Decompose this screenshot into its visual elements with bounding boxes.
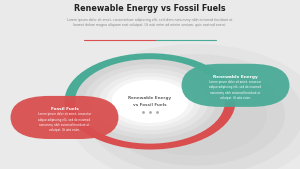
Circle shape — [69, 44, 300, 169]
Text: Lorem ipsum dolor sit amet, consecur
adipur adipiscing elit, sed do eiusmod
nonu: Lorem ipsum dolor sit amet, consecur adi… — [209, 80, 262, 100]
Wedge shape — [64, 53, 236, 101]
Text: Fossil Fuels: Fossil Fuels — [51, 107, 78, 111]
Circle shape — [92, 68, 208, 134]
Text: Renewable Energy: Renewable Energy — [213, 75, 258, 79]
Circle shape — [99, 73, 201, 130]
Wedge shape — [64, 101, 236, 150]
Text: Renewable Energy: Renewable Energy — [128, 96, 172, 100]
Text: Renewable Energy vs Fossil Fuels: Renewable Energy vs Fossil Fuels — [74, 4, 226, 13]
Circle shape — [87, 54, 300, 169]
Text: Lorem ipsum dolor sit amet, consectur
adipur adipiscing elit, sed do eiusmod
non: Lorem ipsum dolor sit amet, consectur ad… — [38, 112, 91, 132]
Circle shape — [84, 64, 216, 139]
Text: Lorem ipsum dolor sit amet, consectetuer adipiscing elit, sed diam nonummy nibh : Lorem ipsum dolor sit amet, consectetuer… — [67, 18, 233, 27]
Circle shape — [123, 74, 267, 155]
Circle shape — [105, 64, 285, 166]
Circle shape — [112, 80, 188, 123]
Circle shape — [106, 76, 194, 126]
FancyBboxPatch shape — [11, 96, 118, 139]
Circle shape — [75, 59, 225, 144]
FancyBboxPatch shape — [182, 64, 290, 107]
Text: vs Fossil Fuels: vs Fossil Fuels — [133, 103, 167, 107]
